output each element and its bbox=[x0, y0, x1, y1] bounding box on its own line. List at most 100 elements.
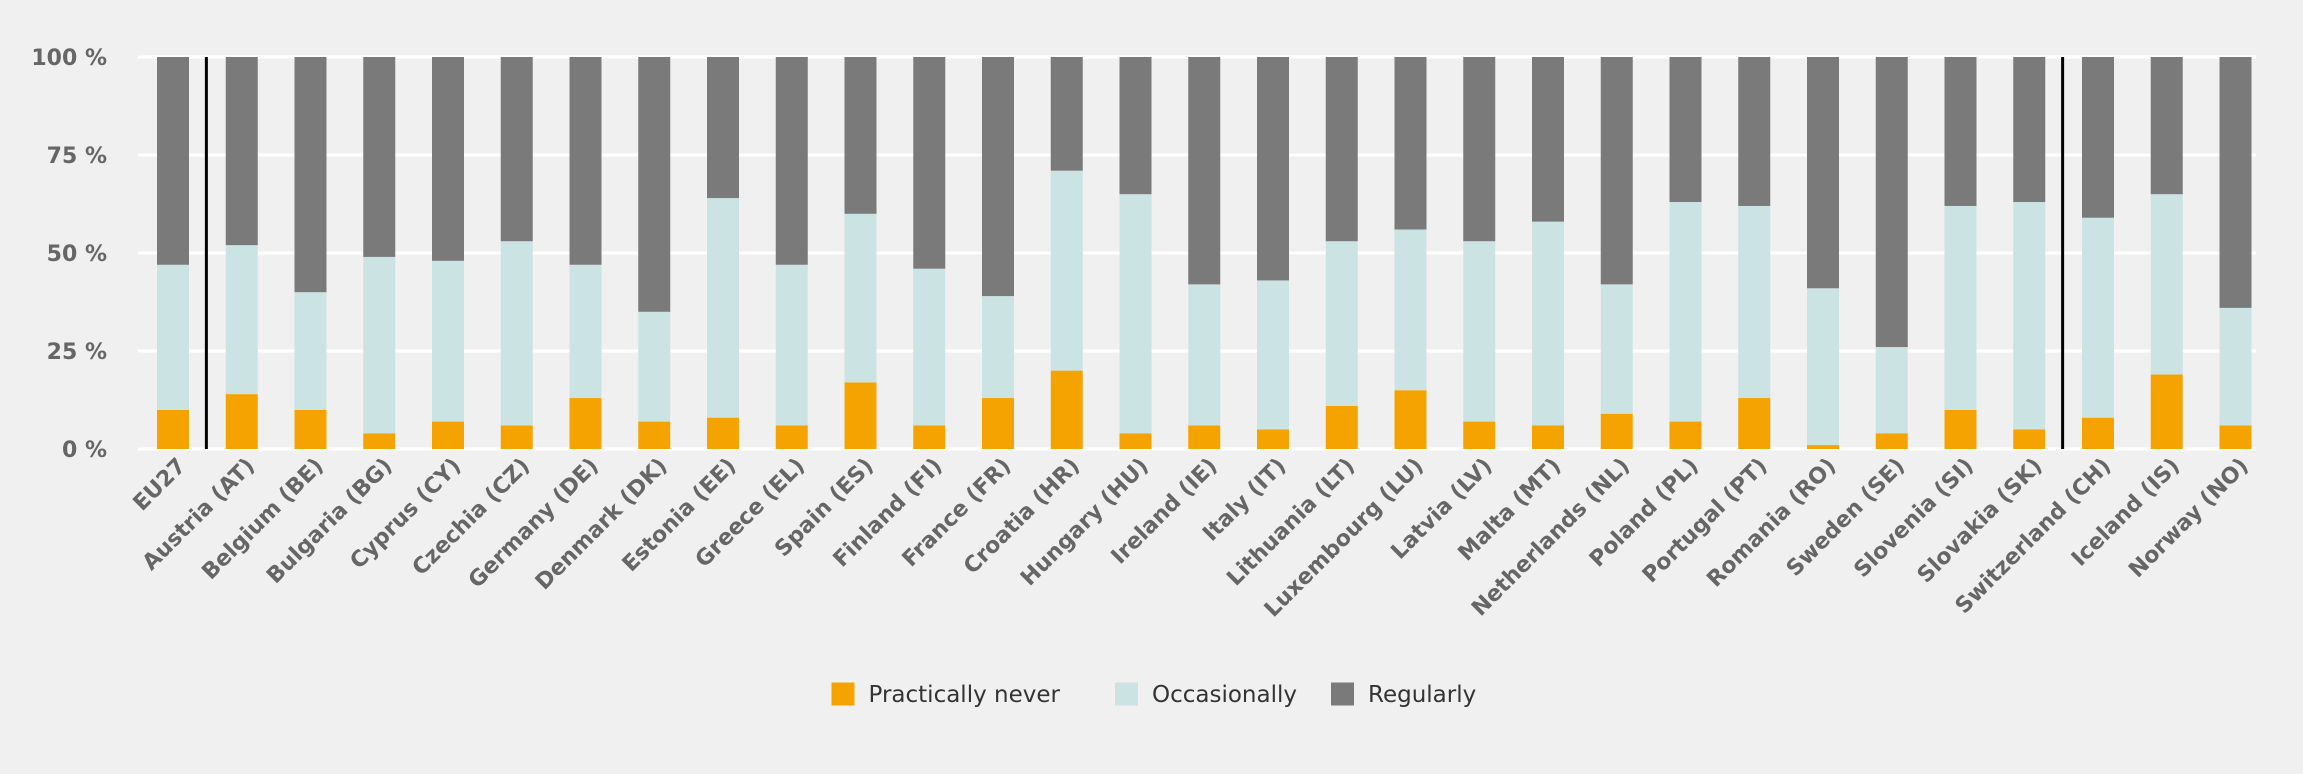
bar-occasionally-italy-it bbox=[1257, 280, 1289, 430]
bar-practically-never-bulgaria-bg bbox=[363, 433, 396, 449]
bar-practically-never-portugal-pt bbox=[1738, 398, 1771, 449]
bar-occasionally-croatia-hr bbox=[1050, 170, 1083, 371]
legend-item-practically-never: Practically never bbox=[831, 682, 1061, 708]
bar-practically-never-luxembourg-lu bbox=[1394, 390, 1427, 449]
bar-practically-never-belgium-be bbox=[294, 409, 327, 449]
bar-practically-never-slovenia-si bbox=[1944, 409, 1977, 449]
bar-regularly-portugal-pt bbox=[1738, 57, 1771, 206]
bar-practically-never-ireland-ie bbox=[1188, 425, 1221, 449]
bar-regularly-switzerland-ch bbox=[2082, 57, 2114, 218]
bar-occasionally-sweden-se bbox=[1875, 347, 1908, 434]
bar-regularly-netherlands-nl bbox=[1600, 57, 1633, 285]
bar-regularly-eu27 bbox=[157, 57, 189, 265]
bar-occasionally-slovenia-si bbox=[1944, 205, 1977, 410]
bar-occasionally-hungary-hu bbox=[1119, 194, 1152, 434]
bar-regularly-greece-el bbox=[775, 57, 808, 265]
bar-occasionally-bulgaria-bg bbox=[363, 256, 396, 434]
bar-practically-never-croatia-hr bbox=[1050, 370, 1083, 449]
legend-swatch bbox=[1115, 682, 1138, 706]
x-category-label: Slovakia (SK) bbox=[1913, 454, 2048, 589]
bar-practically-never-czechia-cz bbox=[500, 425, 533, 449]
bar-practically-never-switzerland-ch bbox=[2082, 417, 2114, 449]
bar-practically-never-greece-el bbox=[775, 425, 808, 449]
x-category-label: EU27 bbox=[129, 454, 192, 517]
bar-regularly-croatia-hr bbox=[1050, 57, 1083, 171]
bar-regularly-belgium-be bbox=[294, 57, 327, 293]
bar-practically-never-cyprus-cy bbox=[432, 421, 464, 449]
bar-occasionally-switzerland-ch bbox=[2082, 217, 2114, 418]
bar-practically-never-eu27 bbox=[157, 409, 189, 449]
bar-regularly-germany-de bbox=[569, 57, 602, 265]
bar-regularly-luxembourg-lu bbox=[1394, 57, 1427, 230]
bar-practically-never-netherlands-nl bbox=[1600, 413, 1633, 449]
bar-practically-never-denmark-dk bbox=[638, 421, 671, 449]
bar-occasionally-slovakia-sk bbox=[2013, 202, 2046, 430]
bar-regularly-estonia-ee bbox=[707, 57, 739, 199]
bar-practically-never-estonia-ee bbox=[707, 417, 739, 449]
bar-practically-never-latvia-lv bbox=[1463, 421, 1496, 449]
bar-occasionally-czechia-cz bbox=[500, 241, 533, 426]
x-category-label: Belgium (BE) bbox=[197, 454, 328, 585]
bar-occasionally-norway-no bbox=[2219, 307, 2252, 426]
bar-occasionally-france-fr bbox=[982, 296, 1014, 399]
separators bbox=[204, 57, 2065, 449]
bar-practically-never-norway-no bbox=[2219, 425, 2252, 449]
bar-regularly-slovakia-sk bbox=[2013, 57, 2046, 203]
bar-regularly-bulgaria-bg bbox=[363, 57, 396, 257]
bar-regularly-latvia-lv bbox=[1463, 57, 1496, 242]
bar-occasionally-finland-fi bbox=[913, 268, 946, 426]
bar-occasionally-iceland-is bbox=[2150, 194, 2183, 375]
bar-practically-never-romania-ro bbox=[1807, 445, 1839, 449]
legend-label: Practically never bbox=[869, 682, 1061, 708]
bar-practically-never-hungary-hu bbox=[1119, 433, 1152, 449]
bar-occasionally-eu27 bbox=[157, 264, 189, 410]
bar-occasionally-luxembourg-lu bbox=[1394, 229, 1427, 391]
y-tick-label: 100 % bbox=[31, 46, 107, 71]
x-category-label: Sweden (SE) bbox=[1782, 454, 1910, 582]
bar-occasionally-netherlands-nl bbox=[1600, 284, 1633, 414]
bar-regularly-norway-no bbox=[2219, 57, 2252, 308]
bar-occasionally-germany-de bbox=[569, 264, 602, 399]
bar-practically-never-malta-mt bbox=[1532, 425, 1564, 449]
x-category-label: Denmark (DK) bbox=[531, 454, 673, 596]
x-category-label: Slovenia (SI) bbox=[1850, 454, 1979, 583]
legend-label: Regularly bbox=[1368, 682, 1476, 708]
y-tick-label: 0 % bbox=[62, 438, 107, 463]
legend-swatch bbox=[831, 682, 855, 706]
legend-item-occasionally: Occasionally bbox=[1115, 682, 1297, 708]
bar-practically-never-finland-fi bbox=[913, 425, 946, 449]
bar-regularly-malta-mt bbox=[1532, 57, 1564, 222]
y-tick-label: 25 % bbox=[47, 340, 107, 365]
bar-practically-never-germany-de bbox=[569, 398, 602, 449]
x-category-label: Romania (RO) bbox=[1702, 454, 1841, 593]
bar-occasionally-spain-es bbox=[844, 213, 877, 383]
x-category-label: Bulgaria (BG) bbox=[262, 454, 397, 589]
bar-occasionally-belgium-be bbox=[294, 292, 327, 410]
bar-regularly-iceland-is bbox=[2150, 57, 2183, 195]
bar-regularly-finland-fi bbox=[913, 57, 946, 269]
bar-occasionally-austria-at bbox=[225, 245, 258, 395]
bar-occasionally-estonia-ee bbox=[707, 198, 739, 418]
bar-practically-never-italy-it bbox=[1257, 429, 1289, 449]
bar-regularly-romania-ro bbox=[1807, 57, 1839, 289]
bar-regularly-italy-it bbox=[1257, 57, 1289, 281]
legend: Practically never Occasionally Regularly bbox=[831, 682, 1476, 708]
bars bbox=[157, 57, 2252, 449]
x-category-label: Germany (DE) bbox=[464, 454, 604, 594]
bar-regularly-hungary-hu bbox=[1119, 57, 1152, 195]
bar-regularly-austria-at bbox=[225, 57, 258, 246]
bar-occasionally-portugal-pt bbox=[1738, 205, 1771, 399]
x-category-label: Portugal (PT) bbox=[1638, 454, 1773, 589]
legend-item-regularly: Regularly bbox=[1331, 682, 1476, 708]
bar-regularly-poland-pl bbox=[1669, 57, 1702, 203]
bar-practically-never-lithuania-lt bbox=[1325, 405, 1358, 449]
bar-regularly-cyprus-cy bbox=[432, 57, 464, 261]
bar-regularly-spain-es bbox=[844, 57, 877, 214]
x-category-label: Croatia (HR) bbox=[959, 454, 1085, 580]
bar-practically-never-poland-pl bbox=[1669, 421, 1702, 449]
y-axis-ticks: 0 % 25 % 50 % 75 % 100 % bbox=[31, 46, 107, 463]
x-category-label: Czechia (CZ) bbox=[408, 454, 535, 581]
